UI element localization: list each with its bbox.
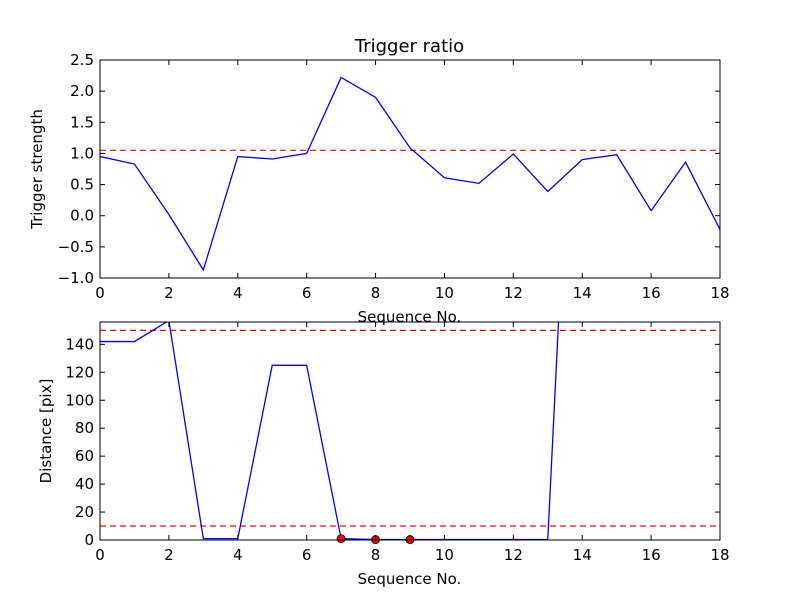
x-tick-label: 2 (164, 546, 174, 564)
y-tick-label: 140 (65, 335, 94, 353)
y-tick-label: 20 (75, 503, 94, 521)
x-tick-label: 4 (233, 546, 243, 564)
chart-trigger-ratio: Trigger ratio Sequence No. Trigger stren… (28, 36, 730, 326)
y-axis-label: Trigger strength (28, 109, 46, 230)
series-line (100, 322, 560, 540)
chart-distance: Sequence No. Distance [pix] 0 2 4 6 8 10 12 14 1… (37, 321, 730, 588)
data-point-marker (336, 534, 346, 544)
y-axis-label: Distance [pix] (37, 379, 55, 484)
x-tick-label: 16 (642, 546, 661, 564)
x-tick-label: 0 (95, 284, 105, 302)
x-tick-label: 14 (573, 546, 592, 564)
x-tick-label: 8 (371, 546, 381, 564)
x-tick-label: 18 (710, 546, 729, 564)
x-tick-label: 16 (642, 284, 661, 302)
series-line (100, 76, 720, 272)
y-tick-label: 100 (65, 391, 94, 409)
x-tick-label: 0 (95, 546, 105, 564)
x-axis-label: Sequence No. (358, 570, 462, 588)
x-tick-label: 18 (710, 284, 729, 302)
x-tick-label: 2 (164, 284, 174, 302)
x-axis-label: Sequence No. (358, 308, 462, 326)
y-tick-label: 0 (84, 531, 94, 549)
y-tick-label: 60 (75, 447, 94, 465)
y-tick-label: 80 (75, 419, 94, 437)
y-tick-label: −1.0 (58, 269, 94, 287)
x-tick-label: 6 (302, 284, 312, 302)
x-tick-label: 8 (371, 284, 381, 302)
x-tick-label: 10 (435, 546, 454, 564)
plot-frame (99, 321, 721, 541)
y-tick-label: 40 (75, 475, 94, 493)
x-tick-label: 14 (573, 284, 592, 302)
y-tick-label: 1.0 (70, 144, 94, 162)
chart-title: Trigger ratio (354, 36, 464, 57)
y-tick-label: 2.0 (70, 82, 94, 100)
y-tick-label: 0.5 (70, 176, 94, 194)
y-tick-label: 120 (65, 363, 94, 381)
y-tick-label: −0.5 (58, 238, 94, 256)
x-tick-label: 6 (302, 546, 312, 564)
y-tick-label: 2.5 (70, 51, 94, 69)
x-tick-label: 10 (435, 284, 454, 302)
y-tick-label: 0.0 (70, 207, 94, 225)
plot-frame (99, 59, 721, 279)
x-tick-label: 12 (504, 546, 523, 564)
x-tick-label: 4 (233, 284, 243, 302)
x-tick-label: 12 (504, 284, 523, 302)
y-tick-label: 1.5 (70, 113, 94, 131)
